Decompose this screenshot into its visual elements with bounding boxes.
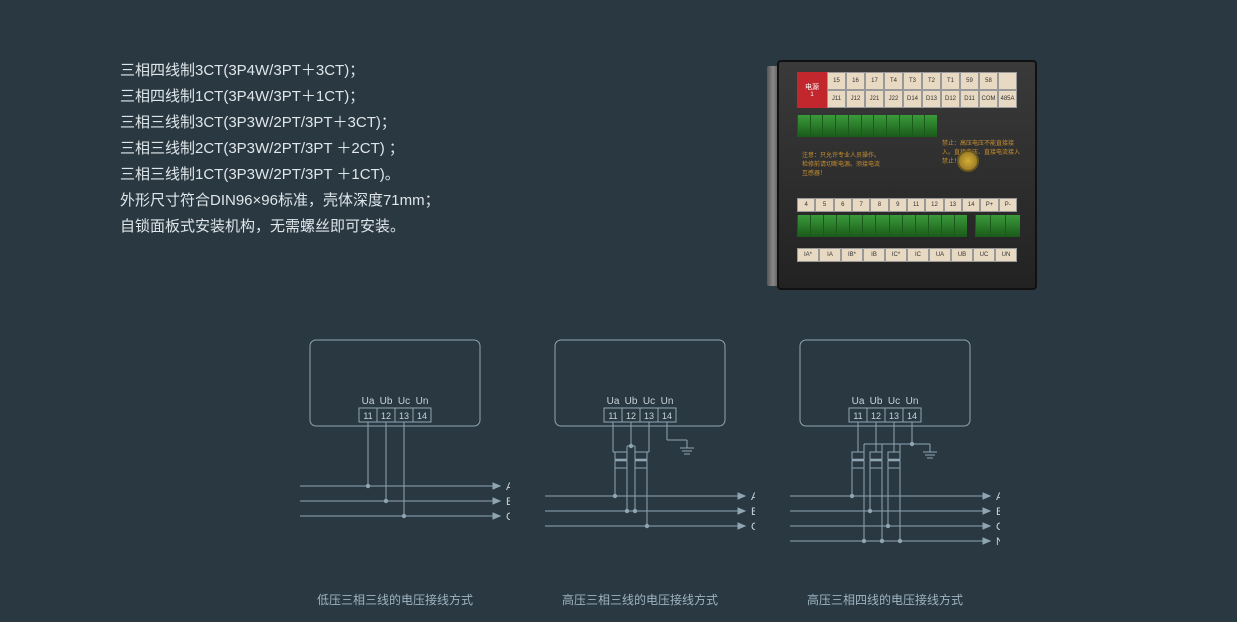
svg-text:Ua: Ua [607, 396, 620, 407]
svg-text:A: A [506, 481, 510, 493]
spec-list: 三相四线制3CT(3P4W/3PT＋3CT)； 三相四线制1CT(3P4W/3P… [120, 58, 440, 240]
svg-text:Ub: Ub [625, 396, 638, 407]
svg-text:14: 14 [662, 411, 672, 421]
diagram-caption: 高压三相三线的电压接线方式 [525, 591, 755, 608]
svg-text:B: B [751, 506, 755, 518]
svg-text:Uc: Uc [398, 396, 410, 407]
spec-line: 三相三线制2CT(3P3W/2PT/3PT ＋2CT) ； [120, 136, 440, 162]
power-label: 电源 1 [797, 72, 827, 108]
wiring-diagram-2: Ua 11 Ub 12 Uc 13 Un 14 ABC 高压三相三线的电压接线方式 [525, 330, 755, 610]
spec-line: 三相三线制3CT(3P3W/2PT/3PT＋3CT)； [120, 110, 440, 136]
svg-text:N: N [996, 536, 1000, 548]
wiring-diagrams: Ua11Ub12Uc13Un14ABC 低压三相三线的电压接线方式 Ua11Ub… [280, 330, 1000, 610]
svg-text:C: C [751, 521, 755, 533]
svg-text:C: C [506, 511, 510, 523]
svg-text:12: 12 [871, 411, 881, 421]
svg-text:Un: Un [906, 396, 919, 407]
svg-text:13: 13 [889, 411, 899, 421]
svg-text:Un: Un [661, 396, 674, 407]
spec-line: 自锁面板式安装机构，无需螺丝即可安装。 [120, 214, 440, 240]
spec-line: 三相四线制1CT(3P4W/3PT＋1CT)； [120, 84, 440, 110]
svg-text:C: C [996, 521, 1000, 533]
device-top-label: 电源 1 151617T4T3T2T15958J11J12J21J22D14D1… [797, 72, 1017, 108]
device-bottom-label: IA*IAIB*IBIC*ICUAUBUCUN [797, 248, 1017, 262]
diagram-caption: 低压三相三线的电压接线方式 [280, 591, 510, 608]
spec-line: 外形尺寸符合DIN96×96标准，壳体深度71mm； [120, 188, 440, 214]
top-terminal-block [797, 115, 937, 137]
bottom-terminal-block-right [975, 215, 1020, 237]
antenna-connector [957, 150, 979, 172]
svg-text:14: 14 [417, 411, 427, 421]
svg-text:Ua: Ua [362, 396, 375, 407]
wiring-diagram-3: Ua 11 Ub 12 Uc 13 Un 14 ABCN 高压三相四线的电压接线方式 [770, 330, 1000, 610]
svg-text:13: 13 [399, 411, 409, 421]
svg-text:Un: Un [416, 396, 429, 407]
svg-text:B: B [996, 506, 1000, 518]
device-photo: 电源 1 151617T4T3T2T15958J11J12J21J22D14D1… [757, 30, 1067, 310]
wiring-diagram-1: Ua 11 Ub 12 Uc 13 Un 14 ABC 低压三相三线的电压接线方式 [280, 330, 510, 610]
svg-text:Uc: Uc [888, 396, 900, 407]
svg-text:Ub: Ub [870, 396, 883, 407]
svg-text:13: 13 [644, 411, 654, 421]
svg-text:14: 14 [907, 411, 917, 421]
svg-text:Uc: Uc [643, 396, 655, 407]
svg-text:11: 11 [363, 411, 372, 421]
svg-text:12: 12 [626, 411, 636, 421]
warning-note-left: 注意：只允许专业人员操作。检修前请切断电源。须接电流互感器！ [802, 150, 882, 177]
spec-line: 三相四线制3CT(3P4W/3PT＋3CT)； [120, 58, 440, 84]
diagram-caption: 高压三相四线的电压接线方式 [770, 591, 1000, 608]
svg-text:12: 12 [381, 411, 391, 421]
svg-text:A: A [751, 491, 755, 503]
bottom-terminal-block-left [797, 215, 967, 237]
svg-text:Ub: Ub [380, 396, 393, 407]
spec-line: 三相三线制1CT(3P3W/2PT/3PT ＋1CT)。 [120, 162, 440, 188]
svg-text:11: 11 [608, 411, 617, 421]
svg-text:Ua: Ua [852, 396, 865, 407]
svg-text:B: B [506, 496, 510, 508]
svg-text:11: 11 [853, 411, 862, 421]
warning-note-right: 禁止：高压电压不能直接接入。直接电压、直接电流接入禁止！ [942, 138, 1022, 165]
svg-text:A: A [996, 491, 1000, 503]
device-mid-label: 45678911121314P+P- [797, 198, 1017, 212]
